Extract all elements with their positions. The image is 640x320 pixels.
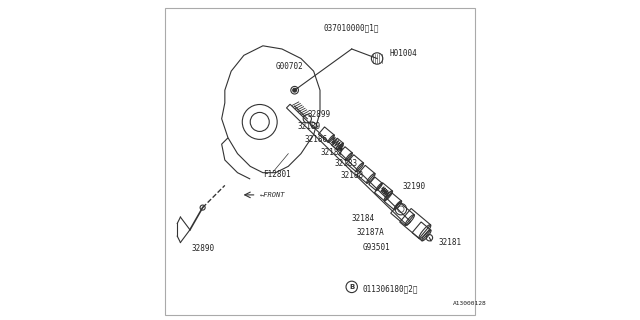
Text: G93501: G93501 [363, 243, 390, 252]
Text: 32181: 32181 [439, 238, 462, 247]
Text: H01004: H01004 [390, 49, 417, 58]
Text: G00702: G00702 [276, 62, 303, 71]
Text: 32899: 32899 [307, 109, 330, 118]
Circle shape [292, 88, 296, 92]
Text: 037010000（1）: 037010000（1） [323, 24, 379, 33]
Text: ←FRONT: ←FRONT [260, 192, 285, 198]
Text: 32187: 32187 [320, 148, 343, 156]
Text: B: B [349, 284, 355, 290]
Text: 32183: 32183 [334, 159, 357, 168]
Text: 32187A: 32187A [356, 228, 384, 237]
Text: 32188: 32188 [340, 172, 364, 180]
Text: 32184: 32184 [352, 214, 375, 223]
Text: F12801: F12801 [263, 170, 291, 179]
Text: 32189: 32189 [298, 122, 321, 131]
Text: 32890: 32890 [191, 244, 214, 253]
Text: 32190: 32190 [403, 182, 426, 191]
Text: A13000128: A13000128 [453, 301, 487, 306]
Text: 011306180（2）: 011306180（2） [363, 284, 419, 293]
Text: 32186: 32186 [304, 135, 327, 144]
